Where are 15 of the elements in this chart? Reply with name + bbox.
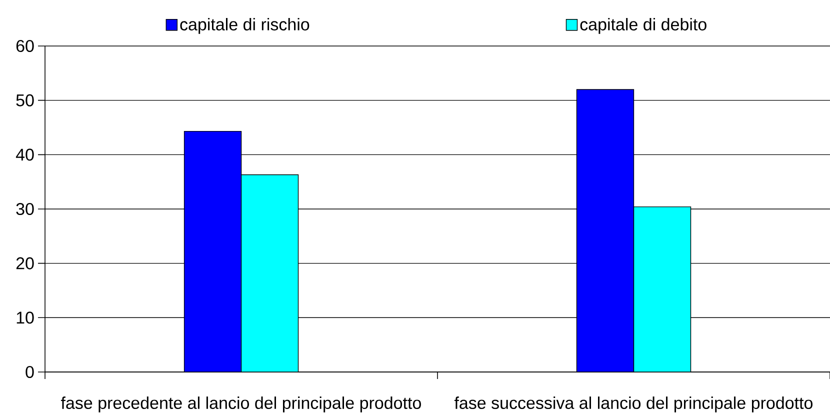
y-tick-label: 50 [16, 94, 34, 106]
y-tick-label: 30 [16, 202, 34, 216]
y-tick-label: 0 [26, 366, 34, 378]
bar [576, 89, 634, 372]
bar [240, 174, 299, 372]
bar [184, 130, 242, 372]
y-tick-label: 60 [16, 40, 34, 52]
bar [633, 206, 692, 372]
y-tick-label: 10 [16, 312, 34, 324]
legend-label: capitale di debito [580, 18, 706, 34]
legend-label: capitale di rischio [180, 18, 310, 34]
x-tick-label: fase successiva al lancio del principale prodotto [454, 396, 813, 412]
y-tick-label: 40 [16, 148, 34, 161]
x-tick-label: fase precedente al lancio del principale prodotto [60, 396, 421, 412]
y-tick-label: 20 [16, 257, 34, 270]
